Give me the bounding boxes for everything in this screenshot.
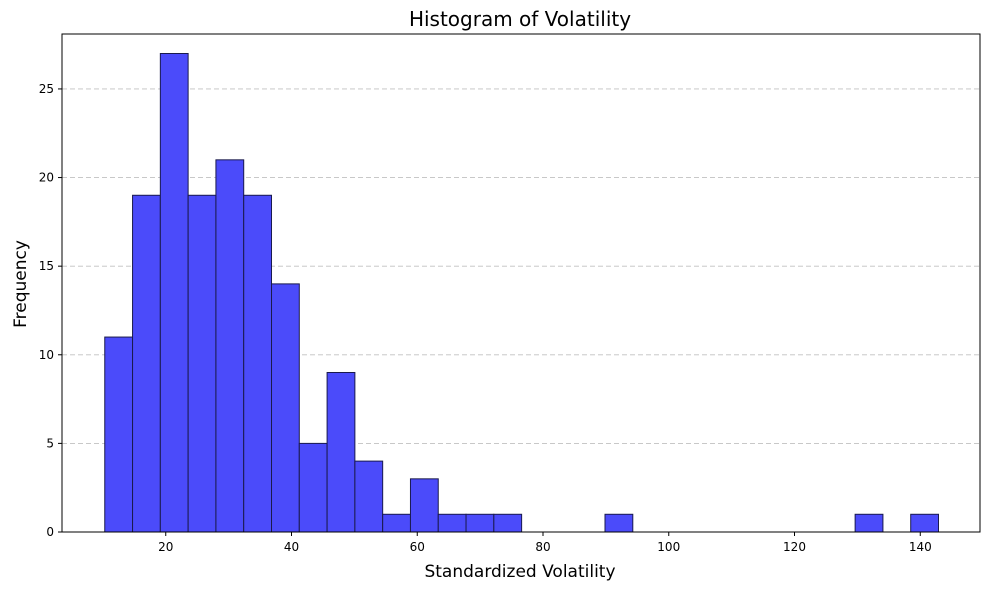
y-tick-label: 5 — [46, 436, 54, 450]
x-axis-title: Standardized Volatility — [424, 562, 615, 582]
y-axis-title: Frequency — [11, 240, 31, 328]
x-tick-label: 100 — [657, 540, 680, 554]
x-tick-label: 80 — [535, 540, 550, 554]
bars — [104, 52, 940, 533]
histogram-bar — [493, 513, 523, 533]
plot-frame — [61, 33, 981, 533]
histogram-bar — [910, 513, 940, 533]
y-tick-label: 25 — [39, 82, 54, 96]
histogram-bar — [437, 513, 467, 533]
x-tick-label: 140 — [909, 540, 932, 554]
histogram-bar — [215, 159, 245, 533]
chart-title: Histogram of Volatility — [409, 7, 631, 31]
histogram-bar — [382, 513, 411, 533]
histogram-bar — [354, 460, 384, 533]
histogram-bar — [159, 52, 189, 533]
histogram-bar — [465, 513, 495, 533]
histogram-bar — [187, 194, 217, 533]
y-tick-label: 10 — [39, 348, 54, 362]
y-tick-label: 0 — [46, 525, 54, 539]
histogram-bar — [326, 371, 356, 533]
histogram-bar — [243, 194, 273, 533]
x-tick-label: 120 — [783, 540, 806, 554]
x-tick-label: 20 — [158, 540, 173, 554]
histogram-bar — [409, 478, 439, 533]
histogram-bar — [104, 336, 134, 533]
histogram-bar — [271, 283, 300, 533]
histogram-bar — [132, 194, 161, 533]
y-tick-label: 20 — [39, 171, 54, 185]
histogram-bar — [854, 513, 884, 533]
histogram-bar — [298, 442, 328, 533]
y-tick-label: 15 — [39, 259, 54, 273]
histogram-bar — [604, 513, 634, 533]
x-tick-label: 60 — [410, 540, 425, 554]
x-axis-ticks: 20 40 60 80 100 120 140 — [158, 532, 932, 554]
x-tick-label: 40 — [284, 540, 299, 554]
y-axis-ticks: 0 5 10 15 20 25 — [39, 82, 62, 539]
